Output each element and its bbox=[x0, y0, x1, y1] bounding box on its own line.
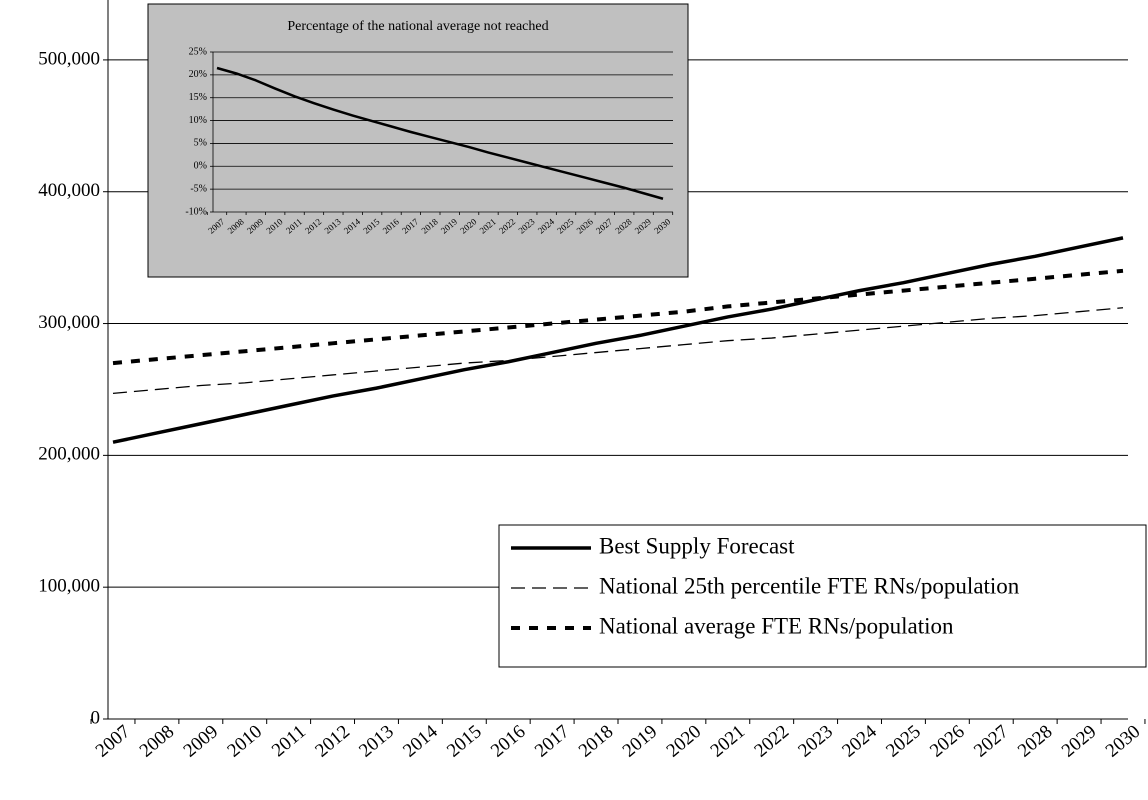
y-tick-label: 10% bbox=[189, 115, 207, 126]
y-tick-label: 0 bbox=[91, 707, 101, 728]
x-tick-label: 2015 bbox=[443, 721, 486, 762]
legend-label: National average FTE RNs/population bbox=[599, 613, 954, 638]
y-tick-label: 25% bbox=[189, 46, 207, 57]
inset-chart: Percentage of the national average not r… bbox=[147, 3, 689, 278]
series-line bbox=[112, 268, 1124, 366]
x-tick-label: 2011 bbox=[268, 721, 310, 761]
series-line bbox=[112, 307, 1124, 395]
x-tick-label: 2020 bbox=[663, 721, 706, 762]
y-tick-label: 200,000 bbox=[38, 444, 100, 465]
x-tick-label: 2012 bbox=[311, 721, 354, 762]
legend: Best Supply Forecast National 25th percen… bbox=[498, 524, 1147, 668]
y-tick-label: 100,000 bbox=[38, 576, 100, 597]
x-tick-label: 2018 bbox=[575, 721, 618, 762]
x-tick-label: 2026 bbox=[926, 721, 969, 762]
x-tick-label: 2022 bbox=[750, 721, 793, 762]
x-tick-label: 2025 bbox=[882, 721, 925, 762]
x-tick-label: 2030 bbox=[1102, 721, 1145, 762]
inset-title: Percentage of the national average not r… bbox=[287, 19, 548, 34]
x-tick-label: 2009 bbox=[180, 721, 223, 762]
x-tick-label: 2016 bbox=[487, 721, 530, 762]
x-tick-label: 2027 bbox=[970, 721, 1013, 762]
y-tick-label: 300,000 bbox=[38, 312, 100, 333]
y-tick-label: 15% bbox=[189, 92, 207, 103]
inset-background bbox=[147, 3, 689, 278]
series-line bbox=[216, 66, 664, 200]
y-tick-label: 400,000 bbox=[38, 180, 100, 201]
y-tick-label: 5% bbox=[194, 138, 207, 149]
y-tick-label: 0% bbox=[194, 161, 207, 172]
x-tick-label: 2010 bbox=[224, 721, 267, 762]
legend-label: Best Supply Forecast bbox=[599, 533, 795, 558]
x-tick-label: 2029 bbox=[1058, 721, 1101, 762]
x-tick-label: 2021 bbox=[707, 721, 750, 762]
y-tick-label: 20% bbox=[189, 69, 207, 80]
y-tick-label: -5% bbox=[190, 183, 207, 194]
x-tick-label: 2008 bbox=[136, 721, 179, 762]
x-tick-label: 2019 bbox=[619, 721, 662, 762]
x-tick-label: 2024 bbox=[838, 721, 881, 762]
x-tick-label: 2023 bbox=[794, 721, 837, 762]
legend-box bbox=[498, 524, 1147, 668]
legend-label: National 25th percentile FTE RNs/populat… bbox=[599, 573, 1020, 598]
x-tick-label: 2013 bbox=[355, 721, 398, 762]
x-tick-label: 2017 bbox=[531, 721, 574, 762]
x-tick-label: 2014 bbox=[399, 721, 442, 762]
x-tick-label: 2028 bbox=[1014, 721, 1057, 762]
series-line bbox=[112, 236, 1124, 444]
y-tick-label: -10% bbox=[185, 206, 207, 217]
y-tick-label: 500,000 bbox=[38, 48, 100, 69]
